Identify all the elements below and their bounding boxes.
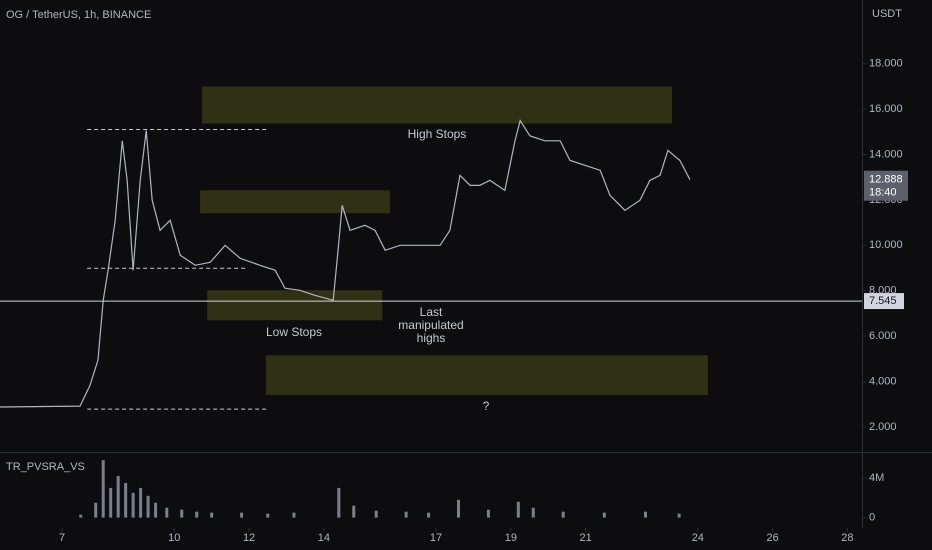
y-tick-label: 0	[869, 512, 875, 524]
x-tick-label: 12	[243, 532, 255, 544]
x-tick-label: 17	[430, 532, 442, 544]
volume-bar	[146, 495, 150, 518]
y-axis-label: USDT	[872, 8, 902, 20]
volume-bar	[131, 492, 135, 518]
volume-bar	[337, 487, 341, 518]
x-tick-label: 10	[168, 532, 180, 544]
volume-bar	[116, 476, 120, 518]
volume-bar	[531, 507, 535, 518]
y-tick-label: 14.000	[869, 148, 903, 160]
y-tick-label: 10.000	[869, 239, 903, 251]
annotation: manipulated	[398, 318, 463, 332]
x-tick-label: 24	[692, 532, 704, 544]
annotation: highs	[417, 331, 446, 345]
volume-bar	[165, 507, 169, 518]
chart-title: OG / TetherUS, 1h, BINANCE	[6, 9, 151, 21]
volume-bar	[374, 510, 378, 518]
y-tick-label: 16.000	[869, 103, 903, 115]
volume-bar	[124, 482, 128, 518]
hline-label-box	[864, 293, 904, 310]
y-tick-label: 6.000	[869, 330, 897, 342]
annotation: ?	[483, 399, 490, 413]
annotation: Low Stops	[266, 325, 322, 339]
last-price-label: 12.888	[869, 174, 903, 186]
volume-bar	[210, 512, 214, 518]
zone	[200, 190, 391, 214]
volume-bar	[240, 512, 244, 518]
volume-bar	[561, 511, 565, 518]
volume-bar	[195, 511, 199, 518]
hline-label: 7.545	[869, 295, 897, 307]
volume-bar	[404, 511, 408, 518]
x-tick-label: 19	[505, 532, 517, 544]
volume-bar	[427, 512, 431, 518]
volume-bar	[109, 487, 113, 518]
last-price-box	[864, 170, 908, 201]
volume-bar	[677, 513, 681, 518]
volume-bar	[101, 460, 105, 518]
volume-bar	[139, 487, 143, 518]
volume-bar	[94, 502, 98, 518]
x-tick-label: 26	[766, 532, 778, 544]
x-tick-label: 7	[59, 532, 65, 544]
zone	[207, 290, 383, 321]
volume-bar	[486, 509, 490, 518]
countdown: 18:40	[869, 187, 897, 199]
volume-bar	[180, 509, 184, 518]
y-tick-label: 4M	[869, 472, 884, 484]
x-tick-label: 28	[841, 532, 853, 544]
zone	[265, 355, 708, 395]
volume-bar	[516, 501, 520, 518]
volume-bar	[352, 505, 356, 518]
annotation: High Stops	[408, 127, 467, 141]
volume-bar	[456, 499, 460, 518]
volume-bar	[79, 514, 83, 518]
volume-bar	[602, 512, 606, 518]
y-tick-label: 2.000	[869, 421, 897, 433]
price-line	[0, 119, 691, 408]
volume-bar	[292, 512, 296, 518]
y-tick-label: 4.000	[869, 375, 897, 387]
zone	[201, 86, 673, 124]
volume-bar	[266, 513, 270, 518]
x-tick-label: 14	[318, 532, 330, 544]
indicator-title: TR_PVSRA_VS	[6, 461, 85, 473]
y-tick-label: 18.000	[869, 58, 903, 70]
annotation: Last	[420, 305, 443, 319]
volume-bar	[643, 511, 647, 518]
volume-bar	[154, 502, 158, 518]
x-tick-label: 21	[580, 532, 592, 544]
